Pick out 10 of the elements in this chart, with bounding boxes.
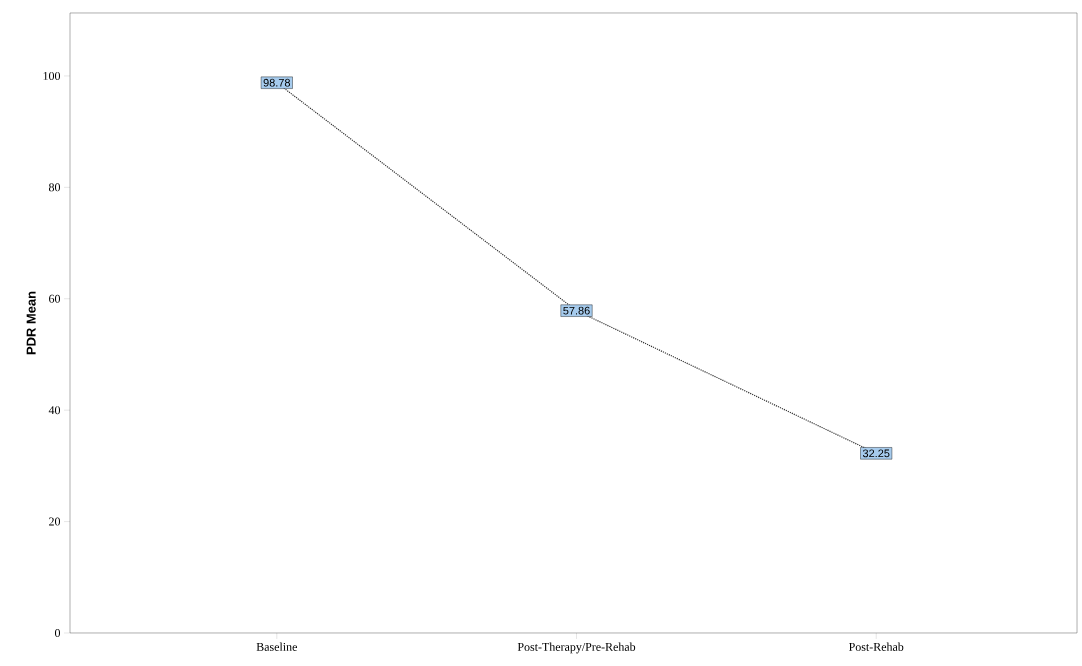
- y-tick-label: 20: [49, 517, 61, 526]
- y-tick-label: 80: [48, 183, 61, 192]
- y-tick-label: 60: [49, 294, 61, 303]
- x-tick-label: Post-Rehab: [849, 642, 904, 651]
- x-tick-label: Post-Therapy/Pre-Rehab: [517, 642, 636, 654]
- y-tick-label: 0: [54, 628, 61, 638]
- y-tick-label: 100: [43, 71, 61, 80]
- y-axis-title: PDR Mean: [26, 291, 36, 355]
- x-tick-label: Baseline: [256, 642, 297, 651]
- y-tick-label: 40: [48, 406, 61, 415]
